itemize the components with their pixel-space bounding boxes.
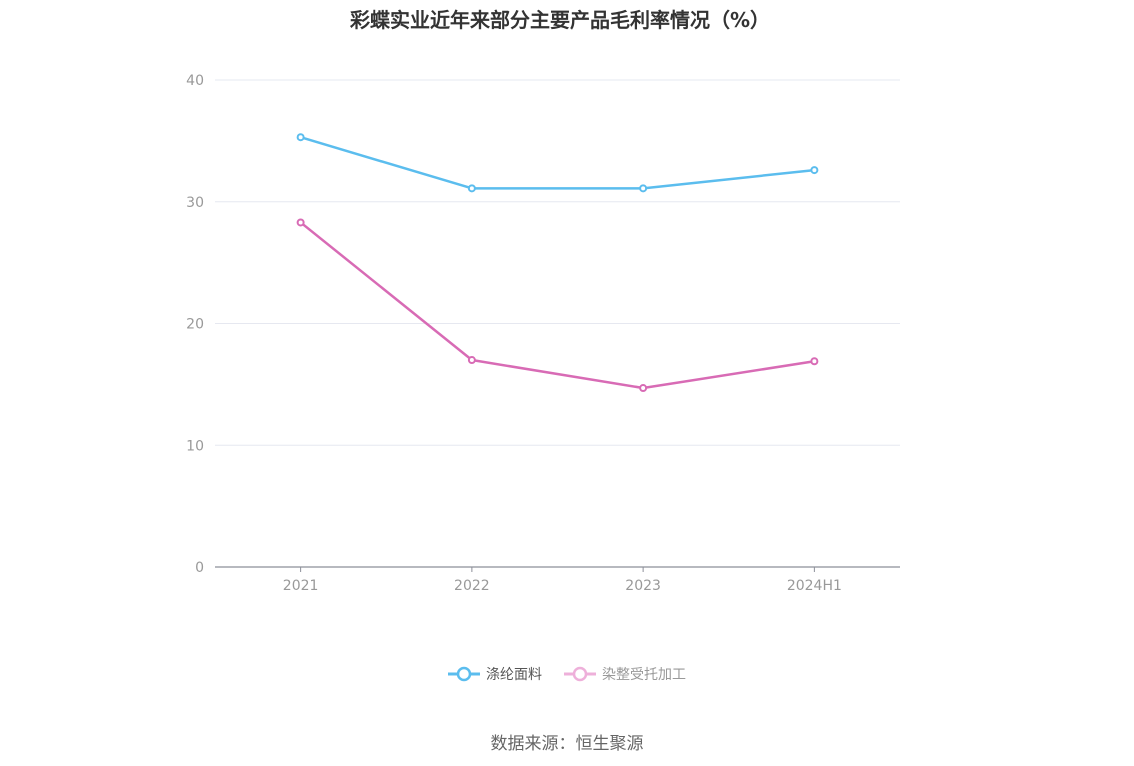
series-lines [296,133,819,393]
data-point [639,184,648,193]
data-point [467,356,476,365]
y-tick-label: 10 [186,438,204,454]
source-note: 数据来源：恒生聚源 [490,734,644,754]
legend: 涤纶面料 染整受托加工 [0,664,1134,684]
data-point [467,184,476,193]
data-point [296,133,305,142]
legend-marker-icon [564,666,596,682]
legend-item-polyester-fabric[interactable]: 涤纶面料 [448,664,542,684]
legend-label: 涤纶面料 [486,667,542,683]
series-1 [296,133,819,193]
x-tick-label: 2022 [454,578,490,594]
data-point [810,166,819,175]
y-tick-label: 20 [186,317,204,333]
grid-lines [215,79,900,446]
legend-marker-icon [448,666,480,682]
data-point [810,357,819,366]
chart-title: 彩蝶实业近年来部分主要产品毛利率情况（%） [349,8,771,32]
series-line [300,136,815,190]
x-tick-label: 2021 [283,578,319,594]
x-tick-label: 2023 [625,578,661,594]
data-point [296,218,305,227]
legend-label: 染整受托加工 [602,667,686,683]
axes: 0 10 20 30 40 2021 2022 2023 2024H1 [186,73,900,594]
y-tick-label: 0 [195,560,204,576]
series-2 [296,218,819,393]
y-tick-label: 40 [186,73,204,89]
data-point [639,384,648,393]
legend-item-dyeing-processing[interactable]: 染整受托加工 [564,664,686,684]
series-line [299,221,815,390]
x-tick-label: 2024H1 [787,578,842,594]
y-tick-label: 30 [186,195,204,211]
